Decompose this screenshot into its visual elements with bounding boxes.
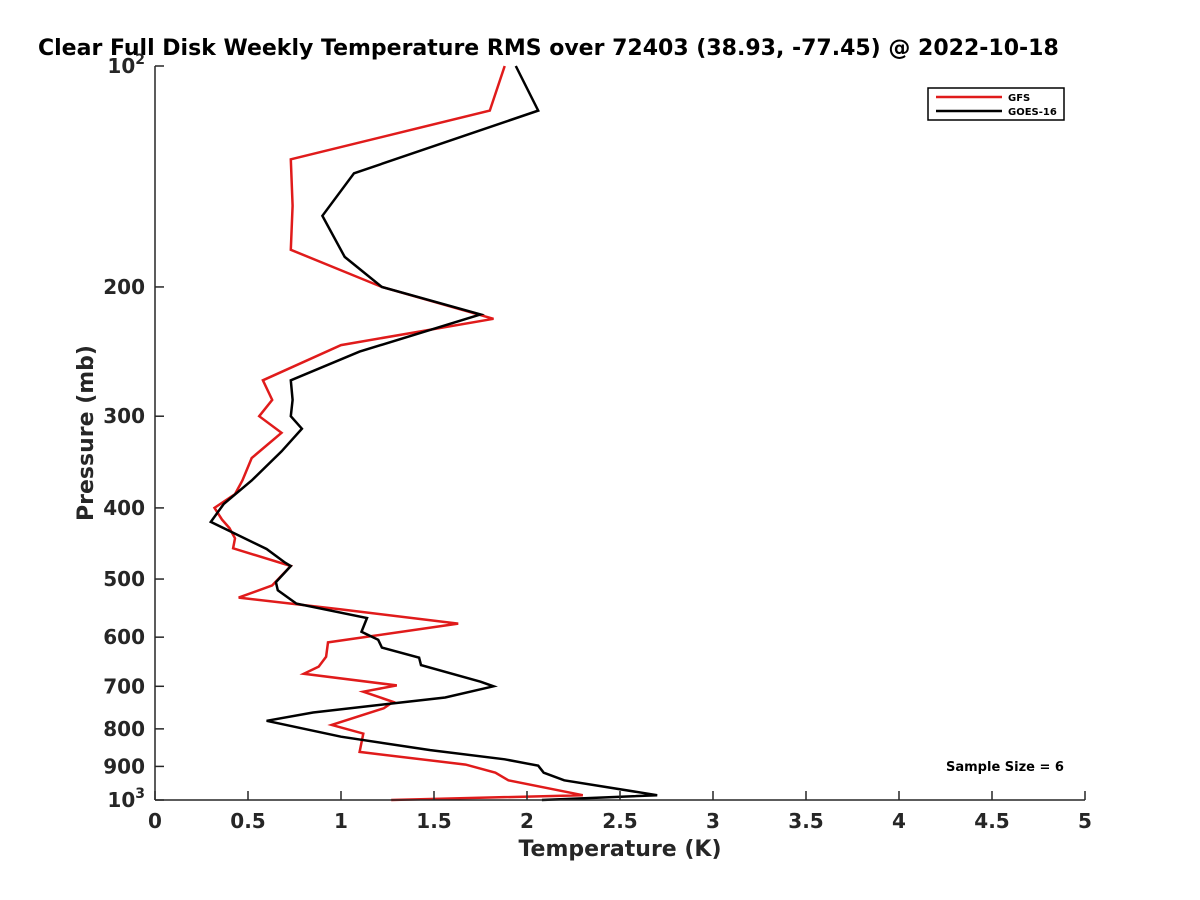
y-tick-label: 300 [103, 404, 145, 428]
x-tick-label: 2.5 [602, 809, 637, 833]
y-tick-label: 102 [107, 52, 145, 78]
legend: GFS GOES-16 [927, 87, 1065, 121]
y-tick-label: 103 [107, 786, 145, 812]
x-tick-label: 4 [892, 809, 906, 833]
x-tick-label: 4.5 [974, 809, 1009, 833]
series-line-gfs [212, 65, 584, 802]
y-axis-label: Pressure (mb) [74, 345, 99, 521]
legend-label-goes16: GOES-16 [1008, 107, 1057, 118]
y-tick-label: 400 [103, 496, 145, 520]
y-tick-label: 700 [103, 674, 145, 698]
x-axis-label: Temperature (K) [518, 837, 721, 862]
x-tick-label: 1.5 [416, 809, 451, 833]
x-tick-label: 1 [334, 809, 348, 833]
x-tick-label: 3 [706, 809, 720, 833]
x-tick-label: 5 [1078, 809, 1092, 833]
x-axis-ticks: 0 0.5 1 1.5 2 2.5 3 3.5 4 4.5 5 [148, 791, 1092, 833]
y-tick-label: 800 [103, 717, 145, 741]
legend-box [927, 87, 1065, 121]
chart-title: Clear Full Disk Weekly Temperature RMS o… [38, 36, 1059, 61]
x-tick-label: 2 [520, 809, 534, 833]
series-line-goes16 [208, 65, 658, 802]
y-tick-label: 600 [103, 625, 145, 649]
y-axis-ticks: 102 200 300 400 500 600 700 800 900 103 [103, 52, 164, 812]
x-tick-label: 0 [148, 809, 162, 833]
x-tick-label: 3.5 [788, 809, 823, 833]
y-tick-label: 500 [103, 567, 145, 591]
y-tick-label: 900 [103, 754, 145, 778]
legend-label-gfs: GFS [1008, 93, 1030, 104]
sample-size-annotation: Sample Size = 6 [946, 760, 1064, 775]
x-tick-label: 0.5 [230, 809, 265, 833]
y-tick-label: 200 [103, 275, 145, 299]
series-layer [208, 65, 658, 802]
